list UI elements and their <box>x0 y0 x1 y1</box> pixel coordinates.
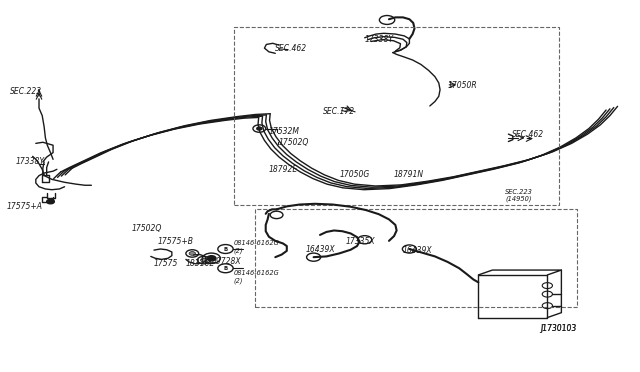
Text: 18791N: 18791N <box>394 170 424 179</box>
Text: 18316E: 18316E <box>186 259 215 268</box>
Text: 17338Y: 17338Y <box>15 157 44 166</box>
Circle shape <box>200 258 207 262</box>
Text: 17335X: 17335X <box>346 237 375 246</box>
Text: SEC.172: SEC.172 <box>323 108 355 116</box>
Text: 17575: 17575 <box>154 259 179 268</box>
Text: 18792E: 18792E <box>269 165 298 174</box>
Text: 17050R: 17050R <box>448 81 477 90</box>
Text: 17338Y: 17338Y <box>365 35 394 44</box>
Circle shape <box>207 256 216 261</box>
Text: 17575+A: 17575+A <box>7 202 43 211</box>
Text: 16439X: 16439X <box>306 244 335 253</box>
Text: 17532M: 17532M <box>269 126 300 136</box>
Text: SEC.462: SEC.462 <box>275 44 307 53</box>
Text: B: B <box>223 266 228 271</box>
Text: 16439X: 16439X <box>403 246 433 255</box>
Circle shape <box>257 127 262 130</box>
Text: 08146-6162G
(2): 08146-6162G (2) <box>234 240 280 254</box>
Text: SEC.223
(14950): SEC.223 (14950) <box>505 189 533 202</box>
Text: 17575+B: 17575+B <box>157 237 193 246</box>
Text: 17502Q: 17502Q <box>132 224 162 233</box>
Circle shape <box>189 251 195 255</box>
Text: J1730103: J1730103 <box>540 324 577 333</box>
Text: B: B <box>223 247 228 251</box>
Text: 08146-6162G
(2): 08146-6162G (2) <box>234 270 280 283</box>
Text: SEC.462: SEC.462 <box>511 130 544 140</box>
Text: SEC.223: SEC.223 <box>10 87 42 96</box>
Text: 17502Q: 17502Q <box>278 138 309 147</box>
Circle shape <box>47 199 54 204</box>
Text: J1730103: J1730103 <box>540 324 577 333</box>
Text: 49728X: 49728X <box>211 257 241 266</box>
Text: 17050G: 17050G <box>339 170 369 179</box>
